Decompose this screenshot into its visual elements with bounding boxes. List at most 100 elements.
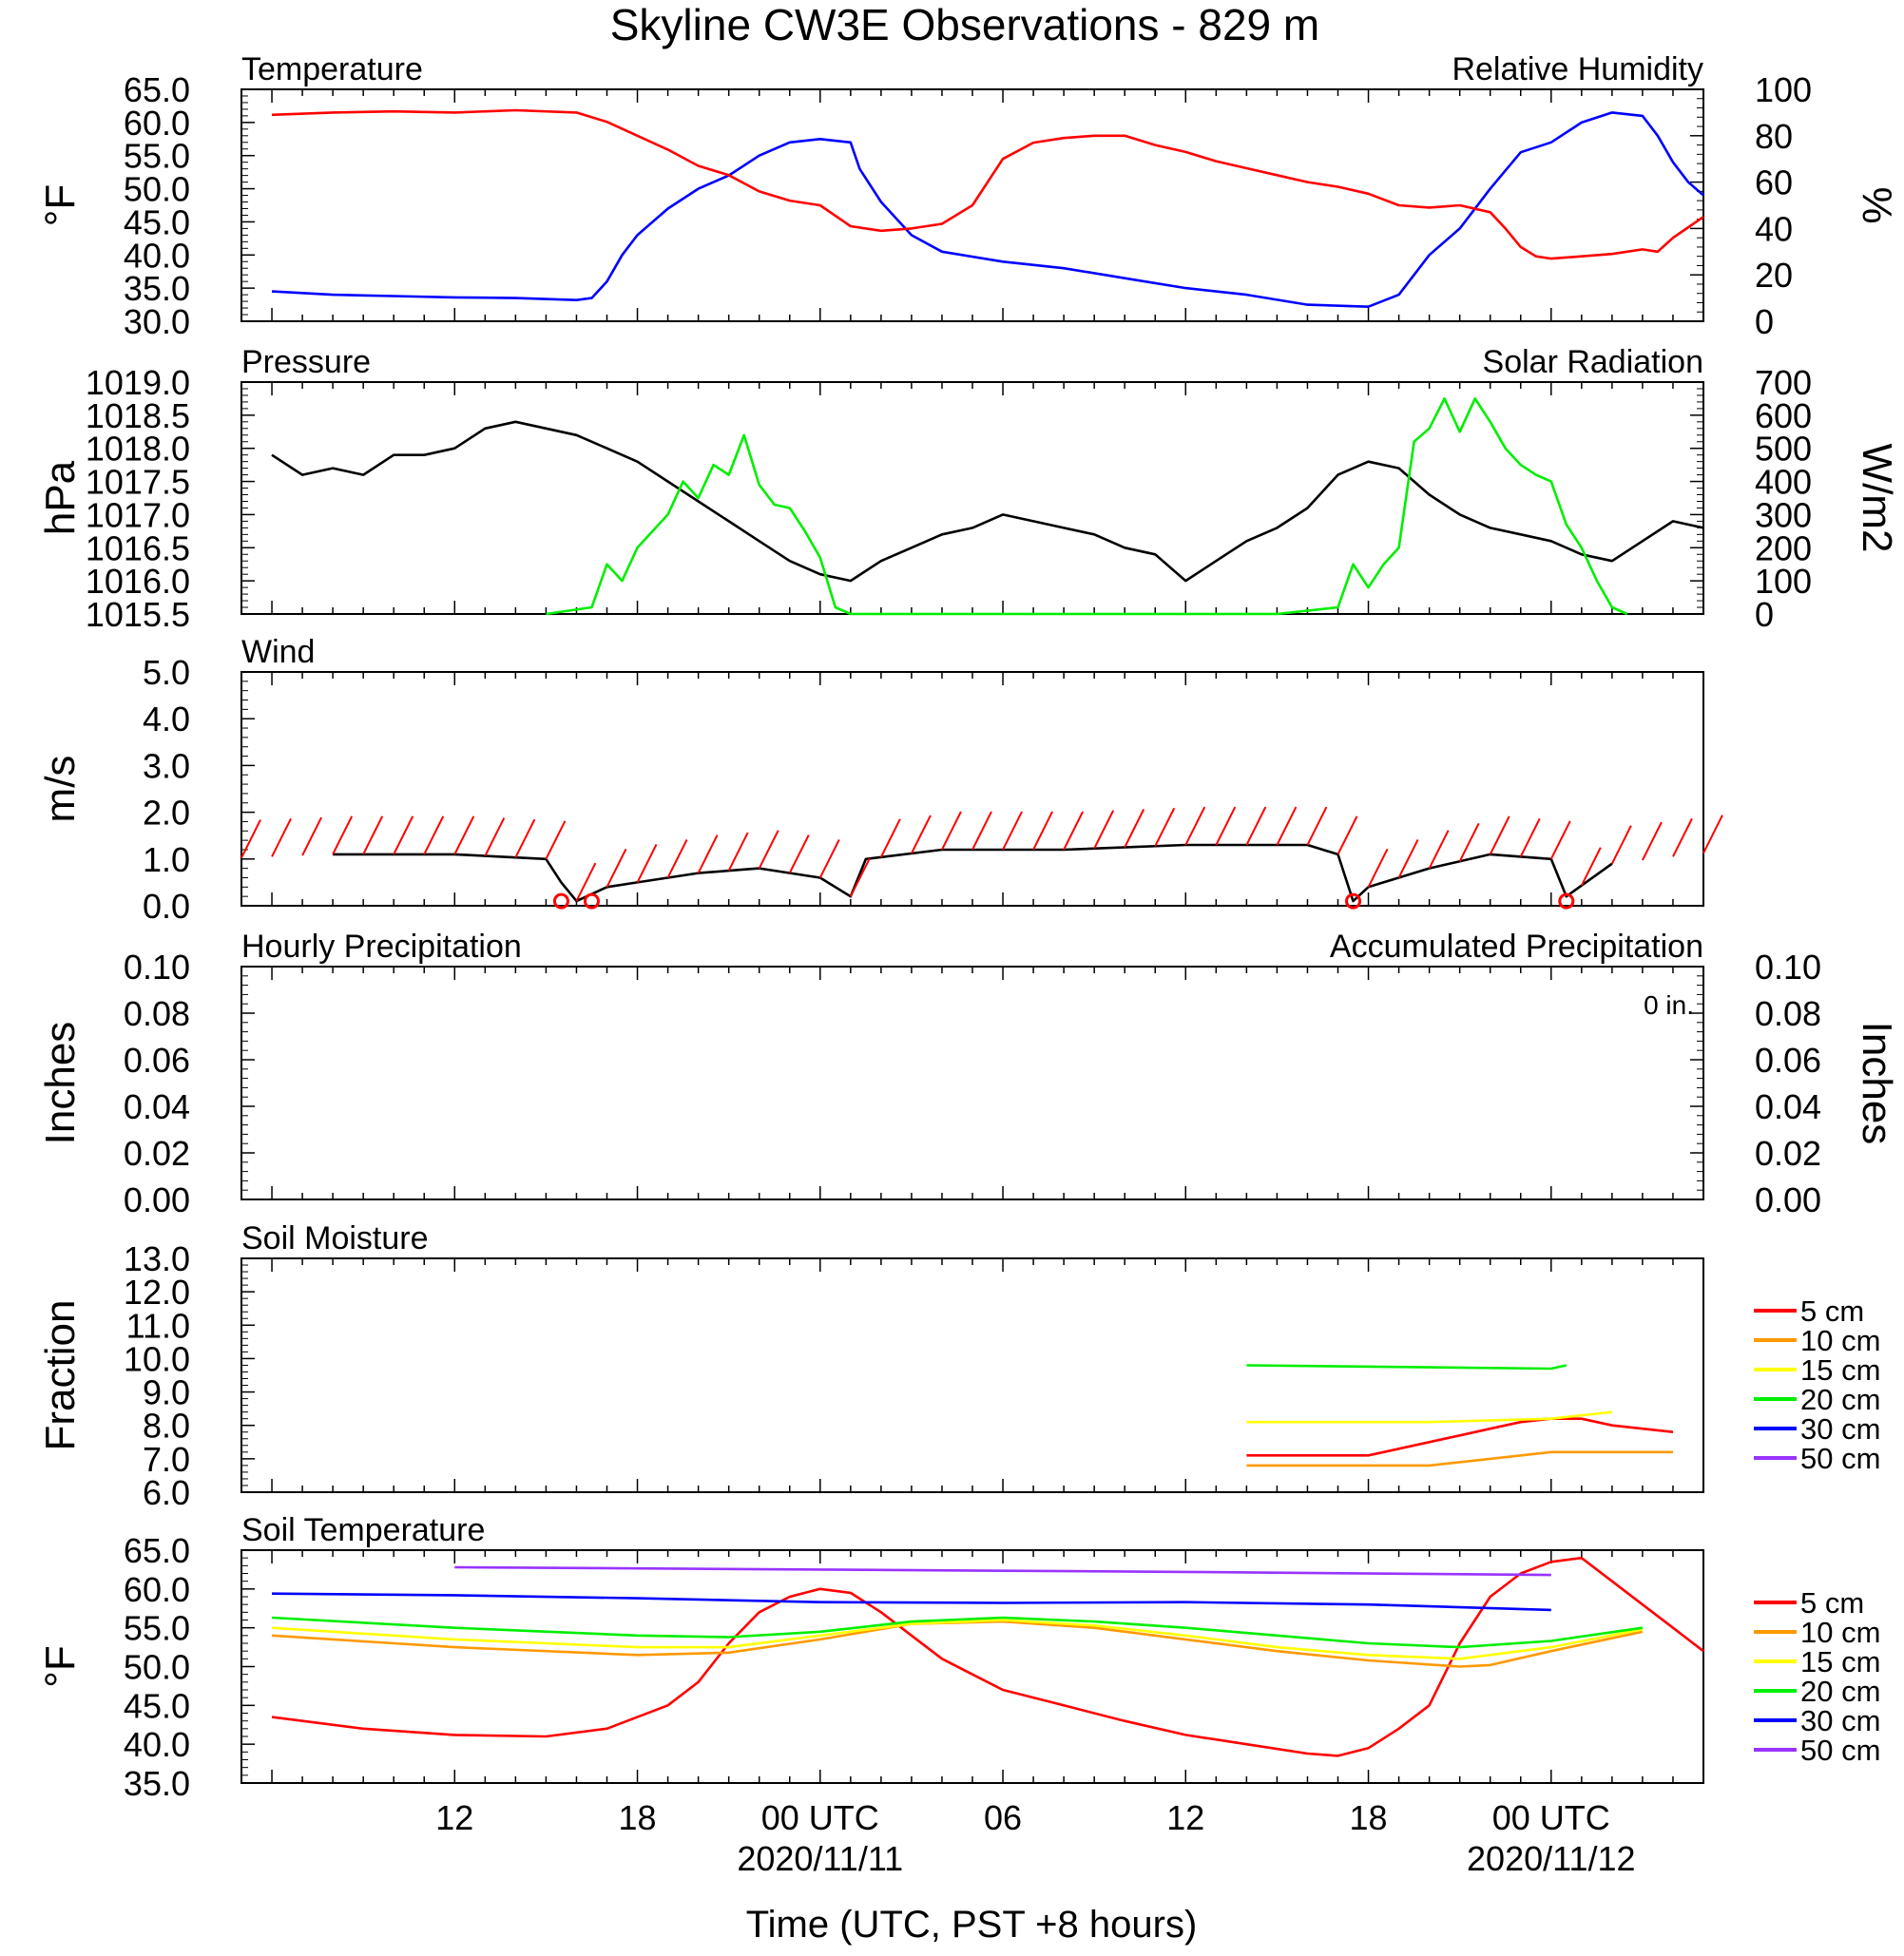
y-tick-label: 60.0 — [124, 104, 190, 143]
y-tick-label: 500 — [1755, 430, 1812, 469]
y-tick-label: 50.0 — [124, 170, 190, 209]
series-line-20-cm — [271, 1616, 1644, 1649]
y-tick-label: 50.0 — [124, 1648, 190, 1687]
wind-barb — [911, 815, 932, 854]
y-tick-label: 0.04 — [1755, 1087, 1821, 1126]
y-tick-label: 1016.0 — [86, 562, 190, 601]
x-tick-label: 18 — [1350, 1798, 1388, 1837]
wind-barb — [1215, 806, 1237, 846]
y-tick-label: 11.0 — [126, 1306, 190, 1345]
wind-barb — [1610, 825, 1632, 865]
panels: 65.060.055.050.045.040.035.030.010080604… — [37, 51, 1900, 1803]
y-axis-label-left: m/s — [37, 756, 84, 823]
y-tick-label: 0.02 — [1755, 1134, 1821, 1173]
x-tick-label: 00 UTC — [761, 1798, 879, 1837]
y-tick-label: 6.0 — [143, 1473, 190, 1512]
wind-barb — [514, 818, 536, 858]
wind-barb — [1672, 817, 1693, 857]
wind-barb — [271, 817, 292, 857]
legend-label: 30 cm — [1800, 1704, 1880, 1737]
wind-barb — [1306, 806, 1328, 846]
legend-label: 30 cm — [1800, 1412, 1880, 1446]
y-tick-label: 0 — [1755, 302, 1774, 341]
y-tick-label: 0.10 — [1755, 948, 1821, 987]
wind-barb — [666, 839, 688, 878]
y-tick-label: 80 — [1755, 117, 1793, 156]
series-line-relative-humidity — [271, 108, 1704, 260]
y-tick-label: 45.0 — [124, 202, 190, 241]
y-tick-label: 35.0 — [124, 269, 190, 308]
wind-barb — [879, 818, 901, 858]
legend-label: 50 cm — [1800, 1734, 1880, 1767]
x-tick-label: 12 — [435, 1798, 473, 1837]
calm-wind-marker — [552, 892, 569, 910]
wind-barb — [1063, 811, 1085, 851]
legend-label: 5 cm — [1800, 1586, 1864, 1620]
x-tick-label: 18 — [619, 1798, 657, 1837]
y-tick-label: 65.0 — [124, 1531, 190, 1570]
y-tick-label: 10.0 — [124, 1339, 190, 1378]
series-line-5-cm — [271, 1556, 1704, 1757]
panel-title-left: Soil Temperature — [241, 1512, 485, 1548]
y-tick-label: 55.0 — [124, 137, 190, 176]
series-line-10-cm — [271, 1620, 1644, 1668]
y-tick-label: 0.06 — [124, 1041, 190, 1080]
y-tick-label: 7.0 — [143, 1440, 190, 1479]
series-line-30-cm — [271, 1592, 1551, 1612]
panel-soil-moisture: 13.012.011.010.09.08.07.06.0 Soil Moistur… — [37, 1220, 1880, 1512]
wind-barb — [818, 839, 840, 878]
wind-barb — [484, 817, 506, 856]
wind-barb — [758, 830, 779, 870]
calm-wind-marker — [1345, 892, 1362, 910]
wind-barb — [1124, 809, 1145, 848]
calm-wind-marker — [583, 892, 600, 910]
y-axis-label-right: W/m2 — [1854, 444, 1900, 553]
y-axis-label-left: Inches — [37, 1022, 84, 1145]
y-tick-label: 0 — [1755, 595, 1774, 634]
wind-barb — [606, 848, 627, 888]
y-tick-label: 3.0 — [143, 746, 190, 785]
y-axis-label-right: Inches — [1854, 1022, 1900, 1145]
wind-barb — [1580, 847, 1602, 887]
y-tick-label: 0.10 — [124, 948, 190, 987]
precipitation-frame — [240, 966, 1704, 1200]
panel-title-left: Wind — [241, 634, 315, 670]
precip-total-annotation: 0 in. — [1644, 990, 1694, 1020]
chart-title: Skyline CW3E Observations - 829 m — [610, 0, 1320, 49]
wind-barb — [1642, 821, 1663, 861]
series-line-solar-radiation — [546, 397, 1628, 616]
panel-title-right: Accumulated Precipitation — [1330, 929, 1703, 965]
wind-barb — [1032, 811, 1053, 851]
y-tick-label: 700 — [1755, 363, 1812, 402]
y-tick-label: 300 — [1755, 495, 1812, 534]
calm-wind-marker — [1558, 892, 1575, 910]
panel-title-right: Relative Humidity — [1452, 51, 1703, 87]
y-tick-label: 0.02 — [124, 1134, 190, 1173]
panel-title-left: Temperature — [241, 51, 423, 87]
series-line-temperature — [271, 111, 1704, 308]
pressure-solar-frame — [240, 381, 1704, 615]
x-tick-label: 12 — [1166, 1798, 1204, 1837]
wind-barb — [788, 834, 810, 874]
wind-barb — [453, 815, 475, 855]
y-axis-label-left: hPa — [37, 460, 84, 535]
wind-barb — [301, 816, 322, 856]
y-tick-label: 60 — [1755, 163, 1793, 202]
wind-barb — [971, 811, 992, 851]
wind-barb — [1367, 848, 1389, 888]
wind-barb — [393, 815, 414, 855]
y-tick-label: 8.0 — [143, 1407, 190, 1446]
panel-title-left: Soil Moisture — [241, 1220, 429, 1256]
y-tick-label: 1015.5 — [86, 595, 190, 634]
wind-barb — [1428, 830, 1450, 870]
wind-barb — [1154, 807, 1176, 847]
y-tick-label: 9.0 — [143, 1373, 190, 1412]
wind-barb — [941, 811, 962, 851]
wind-barb — [1702, 815, 1723, 854]
y-tick-label: 0.0 — [143, 887, 190, 926]
series-line-5-cm — [1246, 1417, 1674, 1457]
wind-barb — [332, 815, 354, 855]
y-tick-label: 30.0 — [124, 302, 190, 341]
y-axis-label-right: % — [1854, 186, 1900, 223]
y-tick-label: 1.0 — [143, 840, 190, 879]
